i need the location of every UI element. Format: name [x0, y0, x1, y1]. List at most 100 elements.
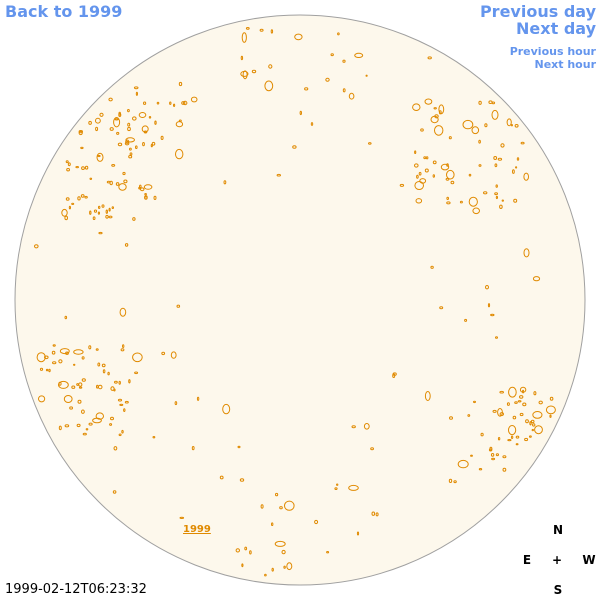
contour — [478, 100, 482, 105]
contour — [356, 531, 360, 536]
contour — [61, 208, 68, 217]
contour — [127, 122, 131, 127]
contour — [223, 180, 227, 185]
contour — [129, 147, 132, 151]
contour-layer — [34, 27, 556, 577]
contour — [118, 433, 122, 437]
contour — [268, 64, 273, 69]
contour — [174, 401, 178, 406]
previous-day-link[interactable]: Previous day — [479, 2, 596, 21]
year-link[interactable]: 1999 — [183, 524, 211, 535]
contour — [348, 92, 355, 100]
contour — [495, 453, 499, 457]
contour — [342, 59, 346, 63]
contour — [88, 345, 92, 350]
contour — [52, 344, 56, 347]
contour — [111, 206, 115, 210]
contour — [514, 124, 519, 128]
contour — [153, 195, 157, 200]
contour — [499, 412, 504, 417]
contour — [480, 432, 484, 437]
contour — [190, 96, 198, 103]
contour — [440, 163, 450, 171]
contour — [88, 120, 92, 125]
contour — [490, 313, 495, 317]
contour — [424, 168, 429, 173]
contour — [438, 110, 442, 115]
contour — [529, 421, 532, 426]
contour — [119, 307, 127, 317]
contour — [549, 396, 554, 401]
contour — [497, 157, 503, 161]
contour — [51, 350, 56, 355]
contour — [161, 351, 166, 356]
contour — [179, 516, 185, 520]
contour — [124, 141, 130, 146]
contour — [525, 419, 529, 424]
contour — [276, 173, 281, 177]
contour — [448, 478, 453, 483]
contour — [63, 395, 73, 403]
contour — [470, 454, 473, 457]
contour — [392, 372, 397, 376]
contour — [432, 160, 437, 165]
contour — [77, 399, 82, 404]
next-day-link[interactable]: Next day — [516, 19, 596, 38]
contour — [351, 425, 356, 429]
contour — [76, 383, 79, 386]
contour — [478, 139, 481, 144]
contour — [502, 455, 507, 459]
contour — [81, 409, 85, 414]
previous-hour-link[interactable]: Previous hour — [509, 45, 596, 58]
contour — [449, 416, 453, 420]
contour — [239, 478, 245, 482]
contour — [108, 215, 113, 219]
contour — [96, 152, 104, 162]
contour — [432, 174, 435, 178]
contour — [175, 148, 184, 160]
contour — [446, 169, 455, 180]
solar-disk — [14, 14, 586, 586]
compass-north: N — [552, 523, 564, 537]
contour — [532, 423, 536, 427]
contour — [89, 177, 93, 181]
contour — [284, 500, 295, 511]
contour — [181, 101, 186, 105]
contour — [531, 428, 534, 432]
contour — [299, 110, 302, 116]
contour — [135, 91, 138, 96]
contour — [533, 391, 537, 396]
contour — [506, 402, 510, 406]
contour — [275, 492, 279, 497]
back-link[interactable]: Back to 1999 — [5, 2, 123, 21]
contour — [348, 484, 359, 491]
contour — [545, 405, 556, 415]
contour — [65, 197, 70, 201]
contour — [176, 304, 181, 308]
contour — [80, 194, 85, 198]
contour — [128, 155, 133, 159]
contour — [538, 400, 543, 405]
contour — [478, 164, 482, 167]
contour — [450, 180, 455, 185]
contour — [175, 121, 184, 128]
contour — [95, 126, 99, 132]
contour — [524, 437, 529, 442]
next-hour-link[interactable]: Next hour — [534, 58, 597, 71]
contour — [119, 403, 124, 406]
contour — [113, 388, 116, 392]
contour — [473, 400, 476, 404]
contour — [485, 285, 489, 290]
contour — [97, 362, 101, 367]
contour — [105, 214, 109, 219]
contour — [354, 52, 364, 59]
contour — [446, 201, 451, 205]
contour — [80, 146, 84, 150]
contour — [532, 276, 541, 282]
contour — [122, 171, 126, 176]
contour — [510, 435, 514, 439]
contour — [101, 204, 105, 208]
contour — [183, 100, 188, 106]
contour — [101, 363, 106, 368]
